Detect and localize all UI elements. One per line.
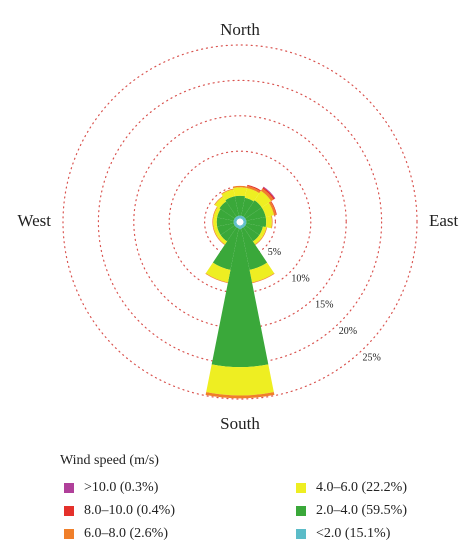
petal-segment <box>211 228 269 368</box>
petal-segment <box>238 222 242 230</box>
petal-segment <box>241 197 254 217</box>
legend-label: 2.0–4.0 (59.5%) <box>316 503 407 518</box>
petal-segment <box>205 262 231 283</box>
legend: >10.0 (0.3%) 8.0–10.0 (0.4%) 6.0–8.0 (2.6%… <box>64 480 407 541</box>
petal-segment <box>263 186 276 199</box>
petals <box>205 184 277 399</box>
r-tick-label: 15% <box>315 300 333 311</box>
direction-label: North <box>220 20 260 39</box>
legend-swatch <box>296 529 306 539</box>
petal-segment <box>259 226 267 237</box>
center <box>236 218 244 226</box>
petal-segment <box>271 215 273 229</box>
grid-ring <box>133 115 347 329</box>
petal-segment <box>254 190 272 208</box>
petal-segment <box>247 184 262 192</box>
petal-segment <box>262 187 275 200</box>
petal-segment <box>261 202 275 217</box>
petal-segment <box>246 185 261 194</box>
petal-segment <box>265 215 272 229</box>
legend-swatch <box>64 506 74 516</box>
petal-segment <box>260 188 274 202</box>
petal-segment <box>217 236 226 245</box>
petal-segment <box>244 187 260 202</box>
petal-segment <box>233 187 247 197</box>
legend-swatch <box>64 483 74 493</box>
petal-segment <box>213 207 221 218</box>
petal-segment <box>219 201 237 219</box>
petal-segment <box>262 227 268 238</box>
legend-swatch <box>296 483 306 493</box>
grid-ring <box>97 79 383 365</box>
grid-ring <box>62 44 418 400</box>
petal-segment <box>221 189 235 201</box>
petal-segment <box>246 216 267 228</box>
petal-segment <box>205 273 228 284</box>
petal-segment <box>217 234 228 245</box>
petal-segment <box>234 195 246 216</box>
r-tick-label: 10% <box>291 273 309 284</box>
legend-title: Wind speed (m/s) <box>60 453 159 468</box>
direction-label: South <box>220 414 260 433</box>
legend-label: >10.0 (0.3%) <box>84 480 159 495</box>
petal-segment <box>214 196 227 209</box>
petal-segment <box>206 364 274 396</box>
legend-label: <2.0 (15.1%) <box>316 526 391 541</box>
petal-segment <box>205 392 275 399</box>
legend-label: 8.0–10.0 (0.4%) <box>84 503 175 518</box>
petal-segment <box>212 227 218 238</box>
legend-label: 6.0–8.0 (2.6%) <box>84 526 168 541</box>
petal-segment <box>217 223 235 235</box>
petal-segment <box>243 200 262 219</box>
petal-segment <box>225 196 239 217</box>
petal-segment <box>213 226 221 237</box>
petal-segment <box>252 234 263 245</box>
r-tick-label: 20% <box>339 326 357 337</box>
petal-segment <box>249 262 275 283</box>
petal-segment <box>212 206 218 217</box>
petal-segment <box>213 216 218 228</box>
petal-segment <box>220 225 237 242</box>
petal-segment <box>221 188 234 195</box>
petal-segment <box>245 207 266 221</box>
petal-segment <box>245 223 263 235</box>
petal-segment <box>268 201 277 216</box>
petal-segment <box>232 185 248 188</box>
direction-label: West <box>17 211 51 230</box>
legend-swatch <box>64 529 74 539</box>
petal-segment <box>243 225 260 242</box>
petal-segment <box>217 209 235 221</box>
direction-label: East <box>429 211 459 230</box>
petal-segment <box>212 216 214 228</box>
petal-segment <box>270 201 277 215</box>
petal-segment <box>252 273 275 284</box>
petal-segment <box>241 227 268 270</box>
legend-label: 4.0–6.0 (22.2%) <box>316 480 407 495</box>
petal-segment <box>214 196 224 206</box>
labels: 5% 10% 15% 20% 25% North East South West <box>17 20 458 433</box>
petal-segment <box>216 217 234 227</box>
petal-segment <box>254 236 263 245</box>
r-tick-label: 5% <box>268 247 281 258</box>
r-tick-label: 25% <box>362 352 380 363</box>
petal-segment <box>212 227 239 270</box>
legend-swatch <box>296 506 306 516</box>
